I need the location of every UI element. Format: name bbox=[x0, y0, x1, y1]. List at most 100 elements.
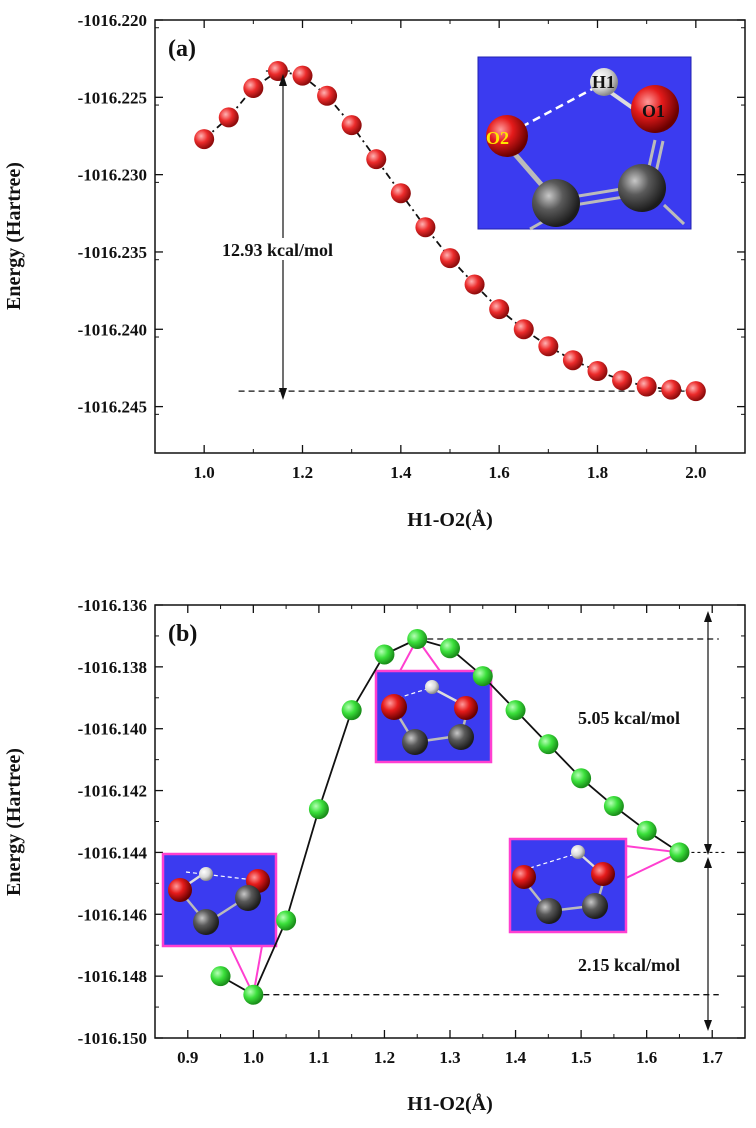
data-point bbox=[390, 183, 411, 204]
data-point bbox=[292, 65, 313, 86]
panel-b-x-axis-title: H1-O2(Å) bbox=[407, 1092, 493, 1115]
x-tick-label: 1.4 bbox=[505, 1048, 527, 1067]
lower-gap-arrow-head-top bbox=[704, 857, 712, 868]
y-tick-label: -1016.136 bbox=[78, 596, 147, 615]
inset-b-right-atom-c2 bbox=[582, 893, 608, 919]
inset-b-mid-atom-c2 bbox=[448, 724, 474, 750]
data-point bbox=[603, 796, 624, 817]
y-tick-label: -1016.235 bbox=[78, 243, 147, 262]
lower-gap-arrow-head-bottom bbox=[704, 1020, 712, 1031]
inset-b-left-atom-h1 bbox=[199, 867, 213, 881]
data-point bbox=[317, 85, 338, 106]
x-tick-label: 1.6 bbox=[636, 1048, 657, 1067]
upper-gap-label: 5.05 kcal/mol bbox=[578, 708, 680, 728]
data-point bbox=[489, 299, 510, 320]
inset-b-left-atom-o2 bbox=[168, 878, 192, 902]
atom-carbon-right bbox=[618, 164, 666, 212]
barrier-arrow-head-bottom bbox=[279, 388, 287, 400]
atom-o1 bbox=[631, 85, 679, 133]
molecule-inset-a: O2 O1 H1 bbox=[477, 56, 692, 231]
x-tick-label: 1.7 bbox=[702, 1048, 724, 1067]
inset-b-left-atom-c2 bbox=[235, 885, 261, 911]
inset-b-mid-atom-o2 bbox=[381, 694, 407, 720]
y-tick-label: -1016.245 bbox=[78, 398, 147, 417]
data-point bbox=[341, 700, 362, 721]
x-tick-label: 1.5 bbox=[570, 1048, 591, 1067]
inset-b-right-atom-o1 bbox=[591, 862, 615, 886]
atom-h1 bbox=[590, 68, 618, 96]
y-tick-label: -1016.150 bbox=[78, 1029, 147, 1048]
data-point bbox=[538, 336, 559, 357]
molecule-inset-b-middle bbox=[374, 669, 493, 764]
inset-b-mid-atom-h1 bbox=[425, 680, 439, 694]
barrier-arrow-head-top bbox=[279, 74, 287, 86]
x-tick-label: 1.2 bbox=[292, 463, 313, 482]
data-point bbox=[505, 700, 526, 721]
y-tick-label: -1016.240 bbox=[78, 320, 147, 339]
panel-b-y-axis-title: Energy (Hartree) bbox=[3, 748, 25, 896]
panel-a: 1.0 1.2 1.4 1.6 1.8 2.0 -1016.220 -1016.225 -101… bbox=[3, 11, 746, 531]
inset-b-right-atom-h1 bbox=[571, 845, 585, 859]
data-point bbox=[612, 370, 633, 391]
panel-a-x-axis-title: H1-O2(Å) bbox=[407, 508, 493, 531]
data-point bbox=[415, 217, 436, 238]
x-tick-label: 1.4 bbox=[390, 463, 412, 482]
data-point bbox=[218, 107, 239, 128]
x-tick-label: 1.8 bbox=[587, 463, 608, 482]
inset-b-mid-hbond bbox=[397, 687, 431, 699]
data-point bbox=[562, 350, 583, 371]
data-point bbox=[308, 799, 329, 820]
y-tick-label: -1016.148 bbox=[78, 967, 147, 986]
atom-h1-label: H1 bbox=[592, 72, 615, 92]
panel-b: 0.9 1.0 1.1 1.2 1.3 1.4 1.5 1.6 1.7 -1016.136 -101… bbox=[3, 596, 746, 1115]
data-point bbox=[669, 842, 690, 863]
lower-gap-label: 2.15 kcal/mol bbox=[578, 955, 680, 975]
x-tick-label: 1.2 bbox=[374, 1048, 395, 1067]
data-point bbox=[472, 666, 493, 687]
y-tick-label: -1016.225 bbox=[78, 88, 147, 107]
data-point bbox=[661, 379, 682, 400]
data-point bbox=[571, 768, 592, 789]
x-tick-label: 1.6 bbox=[489, 463, 510, 482]
data-point bbox=[243, 984, 264, 1005]
inset-b-mid-atom-o1 bbox=[454, 696, 478, 720]
y-tick-label: -1016.146 bbox=[78, 905, 147, 924]
inset-b-left-atom-c1 bbox=[193, 909, 219, 935]
data-point bbox=[374, 644, 395, 665]
panel-a-label: (a) bbox=[168, 36, 196, 62]
panel-a-series-points bbox=[194, 61, 706, 402]
atom-carbon-left bbox=[532, 179, 580, 227]
panel-a-ticks: 1.0 1.2 1.4 1.6 1.8 2.0 -1016.220 -1016.225 -101… bbox=[78, 11, 746, 482]
y-tick-label: -1016.144 bbox=[78, 843, 148, 862]
data-point bbox=[538, 734, 559, 755]
data-point bbox=[464, 274, 485, 295]
atom-o1-label: O1 bbox=[642, 101, 665, 121]
inset-b-right-atom-c1 bbox=[536, 898, 562, 924]
data-point bbox=[407, 629, 428, 650]
data-point bbox=[636, 376, 657, 397]
y-tick-label: -1016.142 bbox=[78, 782, 147, 801]
x-tick-label: 0.9 bbox=[177, 1048, 198, 1067]
panel-b-series-points bbox=[210, 629, 690, 1005]
barrier-label-background bbox=[214, 238, 366, 260]
data-point bbox=[513, 319, 534, 340]
x-tick-label: 1.0 bbox=[194, 463, 215, 482]
x-tick-label: 2.0 bbox=[685, 463, 706, 482]
data-point bbox=[341, 115, 362, 136]
data-point bbox=[440, 638, 460, 659]
data-point bbox=[276, 910, 297, 931]
data-point bbox=[243, 78, 264, 99]
data-point bbox=[267, 61, 288, 82]
atom-o2 bbox=[486, 115, 528, 157]
barrier-label: 12.93 kcal/mol bbox=[222, 240, 333, 260]
data-point bbox=[685, 381, 706, 402]
panel-a-y-axis-title: Energy (Hartree) bbox=[3, 162, 25, 310]
data-point bbox=[210, 966, 231, 987]
y-tick-label: -1016.138 bbox=[78, 658, 147, 677]
inset-b-right-hbond bbox=[529, 854, 573, 869]
bond-c-stub-right bbox=[662, 203, 686, 226]
molecule-inset-b-left bbox=[161, 852, 278, 948]
atom-o2-label: O2 bbox=[486, 128, 509, 148]
upper-gap-arrow-head-top bbox=[704, 611, 712, 622]
